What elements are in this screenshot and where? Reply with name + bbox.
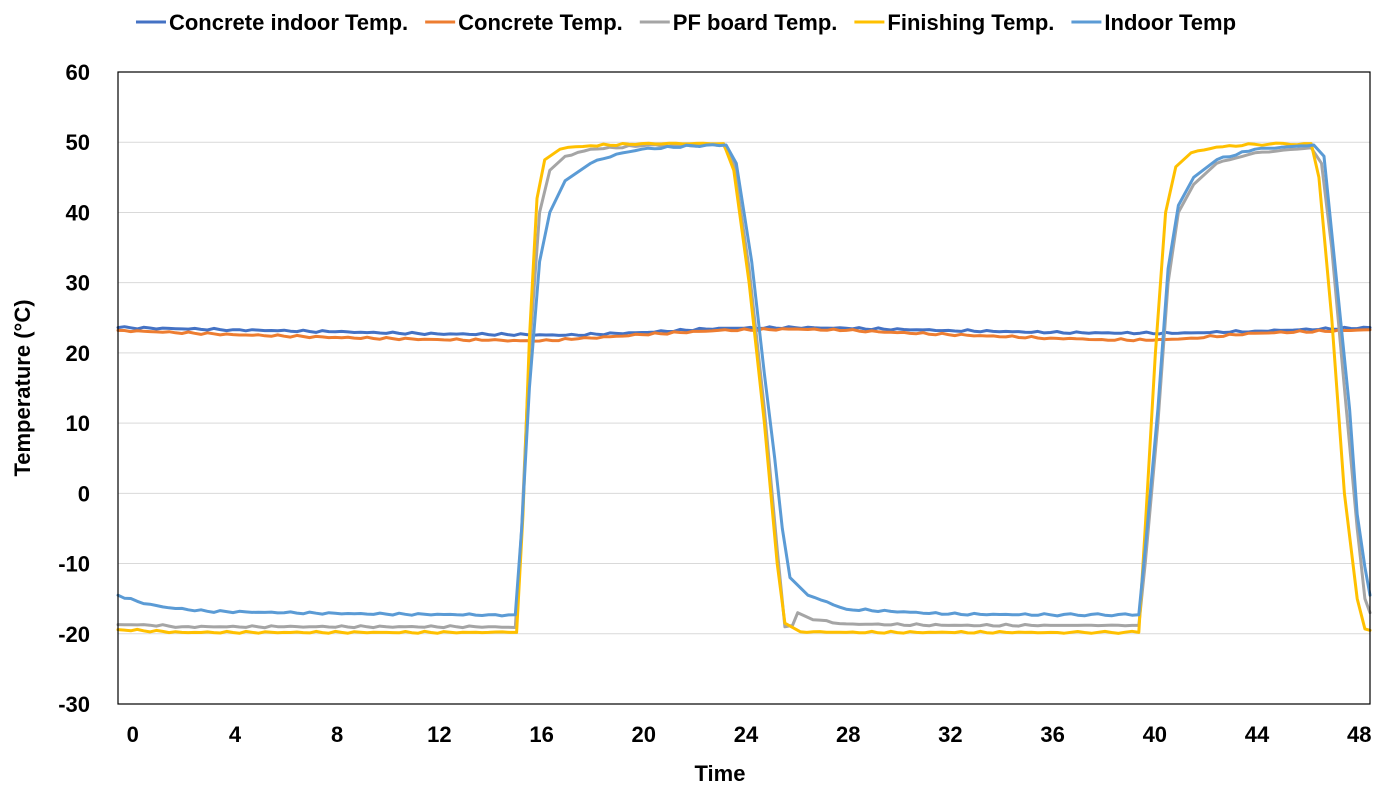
x-tick-label: 24	[734, 722, 759, 747]
y-axis-ticks: -30 -20 -10 0 10 20 30 40 50 60	[58, 60, 90, 717]
x-tick-label: 28	[836, 722, 860, 747]
series-line-4	[116, 143, 1372, 618]
y-tick-label: 20	[66, 341, 90, 366]
x-tick-label: 32	[938, 722, 962, 747]
y-tick-label: 50	[66, 130, 90, 155]
x-tick-label: 16	[529, 722, 553, 747]
y-tick-label: 40	[66, 200, 90, 225]
legend: Concrete indoor Temp. Concrete Temp. PF bo…	[135, 10, 1236, 35]
y-axis-title: Temperature (°C)	[10, 299, 35, 476]
y-tick-label: -20	[58, 622, 90, 647]
x-tick-label: 12	[427, 722, 451, 747]
legend-label: Indoor Temp	[1104, 10, 1236, 35]
legend-label: PF board Temp.	[673, 10, 838, 35]
legend-label: Concrete indoor Temp.	[169, 10, 408, 35]
x-tick-label: 0	[127, 722, 139, 747]
y-tick-label: -30	[58, 692, 90, 717]
x-tick-label: 36	[1040, 722, 1064, 747]
y-tick-label: -10	[58, 552, 90, 577]
x-tick-label: 40	[1143, 722, 1167, 747]
x-axis-ticks: 0 4 8 12 16 20 24 28 32 36 40 44 48	[127, 722, 1372, 747]
legend-label: Finishing Temp.	[887, 10, 1054, 35]
y-tick-label: 10	[66, 411, 90, 436]
y-tick-label: 60	[66, 60, 90, 85]
y-tick-label: 30	[66, 271, 90, 296]
x-tick-label: 4	[229, 722, 242, 747]
legend-label: Concrete Temp.	[458, 10, 623, 35]
plot-area	[117, 71, 1371, 705]
x-tick-label: 44	[1245, 722, 1270, 747]
series-line-1	[116, 327, 1372, 343]
x-axis-title: Time	[695, 761, 746, 786]
x-tick-label: 48	[1347, 722, 1371, 747]
x-tick-label: 8	[331, 722, 343, 747]
y-tick-label: 0	[78, 481, 90, 506]
x-tick-label: 20	[632, 722, 656, 747]
series-lines	[116, 141, 1372, 635]
